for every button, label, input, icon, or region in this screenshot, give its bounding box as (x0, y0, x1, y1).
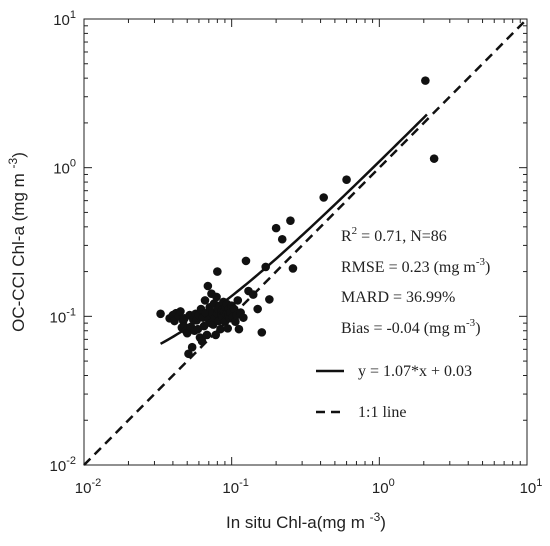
data-point (216, 324, 225, 334)
data-point (176, 307, 185, 316)
one-to-one-line (83, 18, 528, 466)
data-point (213, 267, 222, 276)
data-point (342, 175, 351, 184)
data-point (212, 292, 221, 302)
y-tick-label: 10-2 (50, 455, 76, 475)
data-point (187, 342, 197, 352)
stat-annotation: MARD = 36.99% (341, 289, 455, 306)
x-tick-label: 10-2 (75, 477, 101, 497)
legend-label: 1:1 line (358, 404, 406, 421)
data-point (211, 330, 221, 340)
stat-annotation: Bias = -0.04 (mg m-3) (341, 317, 481, 337)
data-point (223, 324, 232, 333)
data-point (319, 193, 328, 202)
data-point (182, 328, 192, 338)
y-axis-title: OC-CCI Chl-a (mg m -3) (6, 152, 28, 332)
y-tick-label: 101 (53, 9, 76, 29)
data-point (253, 304, 262, 314)
x-tick-label: 101 (520, 477, 543, 497)
y-tick-label: 100 (53, 158, 76, 178)
data-point (156, 309, 165, 319)
stat-annotation: RMSE = 0.23 (mg m-3) (341, 256, 490, 276)
data-point (202, 330, 212, 340)
stat-annotation: R2 = 0.71, N=86 (341, 225, 447, 245)
data-point (265, 295, 274, 304)
data-point (241, 256, 251, 266)
data-point (429, 154, 439, 163)
data-point (421, 76, 430, 85)
data-point (184, 349, 193, 359)
data-point (277, 234, 287, 244)
data-point (261, 262, 270, 272)
plot-frame (83, 18, 528, 466)
x-tick-label: 100 (372, 477, 395, 497)
data-point (233, 296, 243, 305)
data-point (197, 336, 207, 346)
data-point (199, 321, 209, 331)
data-point (286, 216, 295, 225)
data-point (248, 290, 258, 299)
data-point (239, 313, 248, 322)
data-point (288, 264, 298, 273)
data-point (234, 324, 244, 334)
data-point (257, 328, 267, 337)
x-axis-title: In situ Chl-a(mg m -3) (226, 510, 386, 532)
data-point (231, 317, 240, 327)
x-tick-label: 10-1 (222, 477, 248, 497)
y-tick-label: 10-1 (50, 306, 76, 326)
legend-label: y = 1.07*x + 0.03 (358, 363, 472, 380)
data-point (200, 296, 210, 305)
data-point (203, 281, 213, 291)
data-point (271, 223, 281, 233)
